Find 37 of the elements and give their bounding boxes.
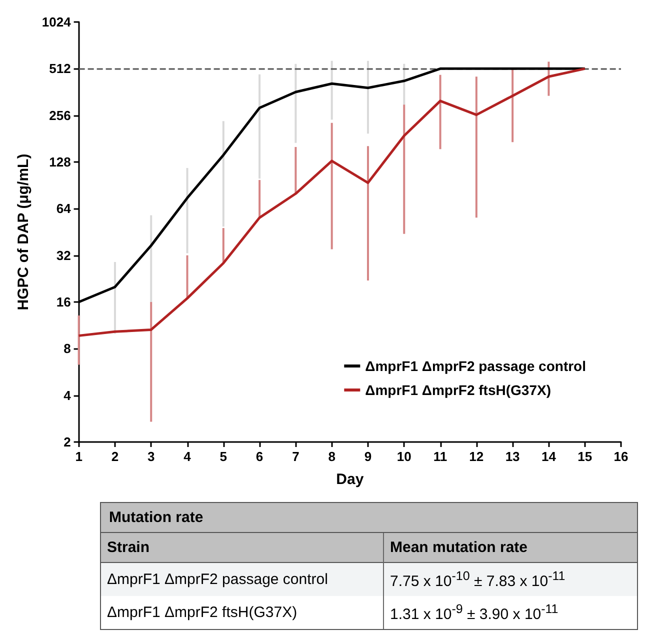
y-tick-label: 512 [49,61,71,76]
text: Strain [101,533,384,562]
y-tick-label: 64 [56,201,72,216]
text: 1.31 x 10$^{-9}$ ± 3.90 x 10$^{-11}$ [389,601,560,625]
y-tick-label: 2 [64,434,71,450]
y-tick-label: 256 [49,108,71,123]
x-tick-label: 14 [541,449,557,464]
x-tick-label: 2 [111,449,119,464]
x-tick-label: 5 [220,449,228,464]
text: Mutation rate [101,503,637,533]
x-tick-label: 16 [614,449,628,464]
legend-label: ΔmprF1 ΔmprF2 passage control [365,358,586,374]
x-tick-label: 8 [328,449,336,464]
x-tick-label: 15 [578,449,592,464]
y-tick-label: 32 [56,248,71,263]
x-tick-label: 13 [505,449,520,464]
text: ΔmprF1 ΔmprF2 passage control [101,562,384,596]
x-tick-label: 9 [364,449,372,464]
text: 7.75 x 10$^{-10}$ ± 7.83 x 10$^{-11}$ [389,568,566,592]
x-tick-label: 7 [292,449,300,464]
text: Mean mutation rate [389,538,529,558]
y-tick-label: 16 [56,294,71,310]
y-tick-label: 1024 [42,14,72,30]
x-tick-label: 11 [433,449,448,464]
legend-label: ΔmprF1 ΔmprF2 ftsH(G37X) [365,382,551,398]
x-tick-label: 4 [184,449,192,464]
y-tick-label: 128 [49,154,71,170]
x-tick-label: 10 [396,449,412,464]
text: ΔmprF1 ΔmprF2 ftsH(G37X) [101,596,384,629]
x-tick-label: 3 [147,449,155,464]
y-axis-title: HGPC of DAP (μg/mL) [15,154,32,310]
x-tick-label: 1 [75,449,82,464]
y-tick-label: 8 [64,341,71,356]
x-tick-label: 6 [256,449,264,464]
x-axis-title: Day [336,471,364,488]
x-tick-label: 12 [469,449,484,464]
y-tick-label: 4 [64,388,72,403]
